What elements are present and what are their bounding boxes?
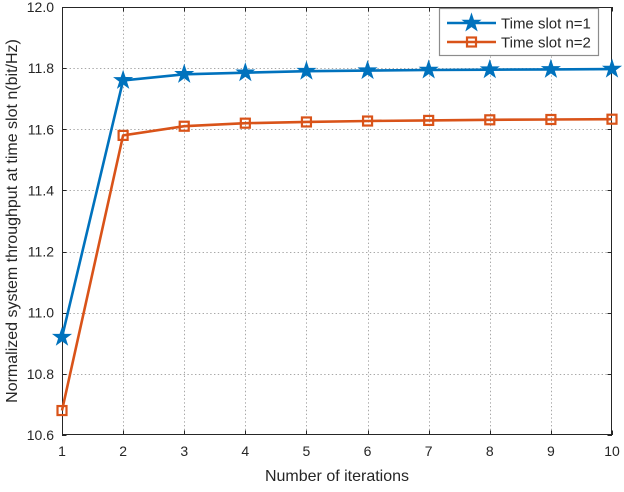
legend-entry-2-label: Time slot n=2 [501, 34, 591, 51]
y-tick-label: 11.6 [28, 121, 54, 137]
star-marker [51, 326, 73, 346]
y-tick-label: 10.8 [27, 366, 54, 382]
square-marker [178, 120, 190, 132]
y-tick-label: 10.6 [27, 427, 54, 443]
star-marker [479, 59, 500, 79]
square-marker [606, 113, 618, 125]
square-marker [56, 404, 68, 417]
square-marker [117, 129, 129, 141]
x-tick-label: 10 [604, 443, 620, 459]
square-marker [300, 116, 313, 128]
legend-entry-1-label: Time slot n=1 [501, 15, 591, 32]
x-tick-label: 9 [547, 443, 555, 459]
square-marker [545, 113, 557, 126]
x-tick-label: 4 [241, 443, 249, 459]
square-marker [239, 117, 251, 129]
square-marker [484, 114, 496, 126]
star-marker [461, 12, 482, 32]
series-layer [51, 58, 623, 417]
x-tick-label: 3 [180, 443, 188, 459]
star-marker [601, 58, 623, 78]
star-marker [418, 59, 439, 79]
x-tick-label: 5 [303, 443, 311, 459]
axes-layer: 1 2 3 4 5 6 7 8 9 10 10.6 10.8 11.0 11.2 11.4 11.6 11.8 1… [27, 0, 620, 459]
star-marker [113, 69, 134, 89]
star-marker [296, 60, 317, 80]
star-marker [540, 58, 561, 78]
plot-border [62, 7, 612, 435]
star-marker [235, 62, 256, 82]
x-tick-label: 7 [425, 443, 433, 459]
x-tick-label: 8 [486, 443, 494, 459]
x-tick-label: 6 [364, 443, 372, 459]
y-tick-label: 12.0 [27, 0, 54, 15]
y-axis-label: Normalized system throughput at time slo… [4, 39, 21, 403]
x-tick-label: 2 [119, 443, 127, 459]
square-marker [423, 114, 435, 127]
series-line-2 [60, 117, 613, 411]
legend-frame [438, 7, 600, 57]
y-tick-label: 11.8 [28, 60, 54, 76]
star-marker [174, 63, 195, 83]
series-line-1 [60, 67, 613, 338]
square-marker [465, 36, 478, 48]
star-marker [357, 60, 378, 80]
x-axis-label: Number of iterations [265, 468, 409, 485]
y-tick-label: 11.2 [28, 244, 54, 260]
y-tick-label: 11.4 [28, 182, 54, 198]
square-marker [361, 115, 374, 127]
legend-box [438, 7, 600, 57]
y-tick-label: 11.0 [28, 305, 54, 321]
x-tick-label: 1 [58, 443, 66, 459]
